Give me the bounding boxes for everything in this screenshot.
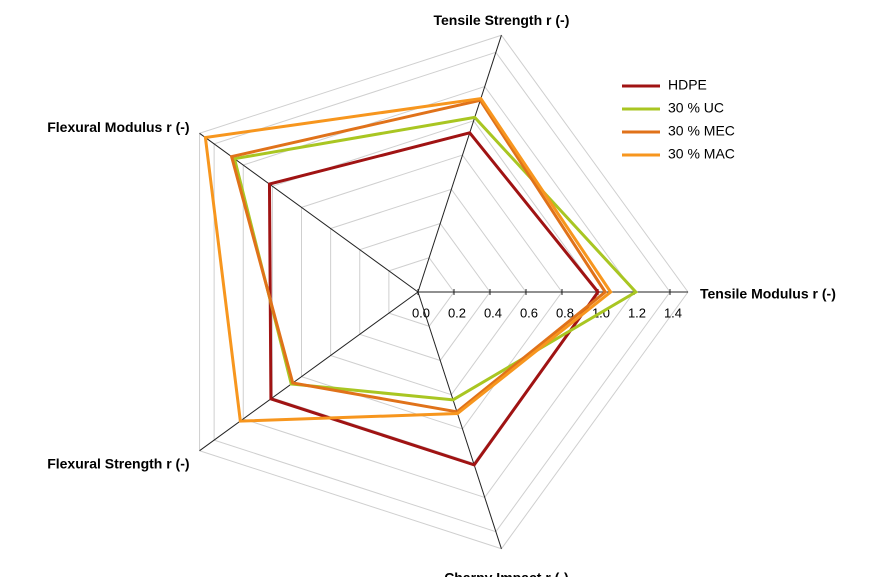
grid-ring [330, 188, 527, 396]
axis-label: Flexural Modulus r (-) [47, 119, 189, 135]
legend-label: 30 % UC [668, 100, 724, 116]
r-tick-label: 0.6 [520, 305, 538, 320]
series-line [229, 98, 608, 414]
grid-ring [199, 34, 689, 550]
grid-ring [301, 154, 563, 430]
axis-label: Tensile Modulus r (-) [700, 286, 836, 302]
r-tick-label: 0.8 [556, 305, 574, 320]
axis-line [417, 35, 502, 293]
axis-line [199, 291, 419, 452]
series-line [267, 131, 600, 467]
axis-label: Flexural Strength r (-) [47, 455, 189, 471]
r-tick-label: 1.4 [664, 305, 682, 320]
axis-label: Tensile Strength r (-) [434, 12, 570, 28]
r-tick-label: 0.4 [484, 305, 502, 320]
r-tick-label: 0.0 [412, 305, 430, 320]
legend-label: HDPE [668, 77, 707, 93]
axis-line [417, 291, 502, 549]
grid-ring [213, 51, 671, 533]
axis-label: Charpy Impact r (-) [444, 569, 568, 577]
r-tick-label: 0.2 [448, 305, 466, 320]
series-line [232, 115, 639, 402]
grid-ring [242, 85, 635, 499]
grid-ring [388, 257, 455, 327]
legend-label: 30 % MAC [668, 146, 735, 162]
r-tick-label: 1.2 [628, 305, 646, 320]
series-line [203, 96, 613, 423]
grid-ring [359, 222, 491, 362]
legend-label: 30 % MEC [668, 123, 735, 139]
